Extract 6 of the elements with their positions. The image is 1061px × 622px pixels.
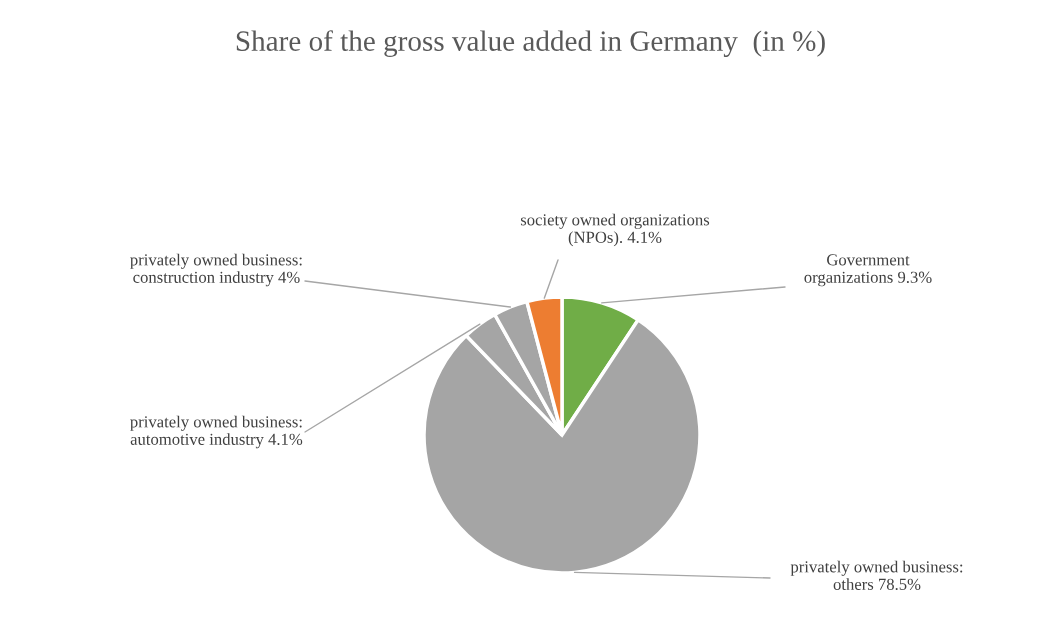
slice-label: privately owned business: others 78.5%: [790, 560, 963, 590]
slice-label: privately owned business: automotive industry 4.1%: [130, 415, 303, 449]
slice-label: privately owned business: construction industry 4%: [130, 253, 302, 287]
chart-title: Share of the gross value added in Germany (in %): [236, 30, 825, 57]
slice-label: Government organizations 9.3%: [804, 254, 932, 287]
slice-label: society owned organizations (NPOs). 4.1%: [520, 213, 710, 247]
